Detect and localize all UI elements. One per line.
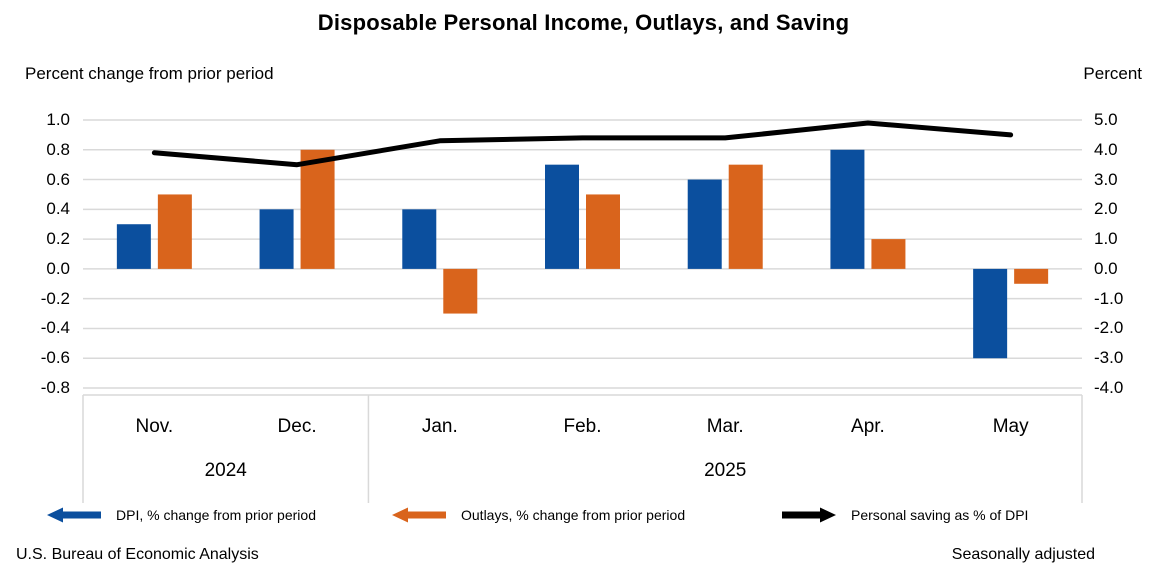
outlays-bar [443, 268, 478, 314]
dpi-bar [830, 149, 865, 269]
outlays-bar [300, 149, 335, 269]
legend-item: Personal saving as % of DPI [780, 500, 1028, 530]
left-axis-title: Percent change from prior period [25, 64, 274, 83]
dpi-bar [545, 164, 579, 269]
chart-title: Disposable Personal Income, Outlays, and… [317, 10, 850, 35]
right-axis-tick: -1.0 [1094, 288, 1124, 308]
left-axis-tick: 0.6 [46, 169, 70, 189]
dpi-bar [687, 179, 722, 269]
month-label: Apr. [851, 416, 885, 437]
left-axis-tick: 0.2 [46, 229, 70, 249]
footer-source: U.S. Bureau of Economic Analysis [16, 546, 259, 563]
year-label: 2024 [204, 460, 247, 481]
legend-item: DPI, % change from prior period [45, 500, 316, 530]
right-axis-tick: -2.0 [1094, 318, 1124, 338]
left-axis-tick: 0.4 [46, 199, 70, 219]
left-axis-tick: -0.4 [40, 318, 70, 338]
legend-label: DPI, % change from prior period [116, 507, 316, 523]
left-axis-tick: 1.0 [46, 110, 70, 129]
legend-label: Personal saving as % of DPI [851, 507, 1029, 523]
right-axis-tick: 2.0 [1094, 199, 1118, 219]
left-axis-tick: -0.2 [40, 288, 70, 308]
left-axis-tick: -0.6 [40, 348, 70, 368]
legend-arrow-icon [47, 507, 101, 523]
month-label: May [992, 416, 1029, 437]
legend-label: Outlays, % change from prior period [461, 507, 686, 523]
right-axis-tick: -4.0 [1094, 378, 1124, 397]
right-axis-tick: 1.0 [1094, 229, 1118, 249]
outlays-bar [871, 239, 906, 269]
year-label: 2025 [704, 460, 747, 481]
left-axis-tick: -0.8 [40, 378, 70, 397]
month-label: Nov. [135, 416, 174, 437]
left-axis-tick: 0.0 [46, 258, 70, 278]
left-axis-tick: 0.8 [46, 139, 70, 159]
footer-note: Seasonally adjusted [951, 546, 1095, 563]
month-label: Jan. [421, 416, 458, 437]
dpi-bar [259, 209, 294, 269]
right-axis-tick: 0.0 [1094, 258, 1118, 278]
legend-arrow-icon [782, 507, 836, 523]
outlays-bar [728, 164, 763, 269]
year-group: Jan. Feb. Mar. Apr. May 2025 [368, 395, 1082, 495]
dpi-bar [402, 209, 437, 269]
right-axis-title: Percent [1083, 64, 1142, 83]
month-label: Dec. [277, 416, 317, 437]
right-axis-tick: 3.0 [1094, 169, 1118, 189]
outlays-bar [586, 194, 620, 269]
outlays-bar [157, 194, 192, 269]
right-axis-tick: 5.0 [1094, 110, 1118, 129]
saving-line [151, 120, 1014, 168]
month-label: Mar. [706, 416, 744, 437]
dpi-bar [973, 268, 1008, 359]
year-group: Nov. Dec. 2024 [83, 395, 368, 495]
outlays-bar [1014, 268, 1049, 284]
dpi-bar [116, 224, 151, 269]
right-axis-tick: 4.0 [1094, 139, 1118, 159]
legend-item: Outlays, % change from prior period [390, 500, 685, 530]
legend-arrow-icon [392, 507, 446, 523]
right-axis-tick: -3.0 [1094, 348, 1124, 368]
month-label: Feb. [563, 416, 602, 437]
